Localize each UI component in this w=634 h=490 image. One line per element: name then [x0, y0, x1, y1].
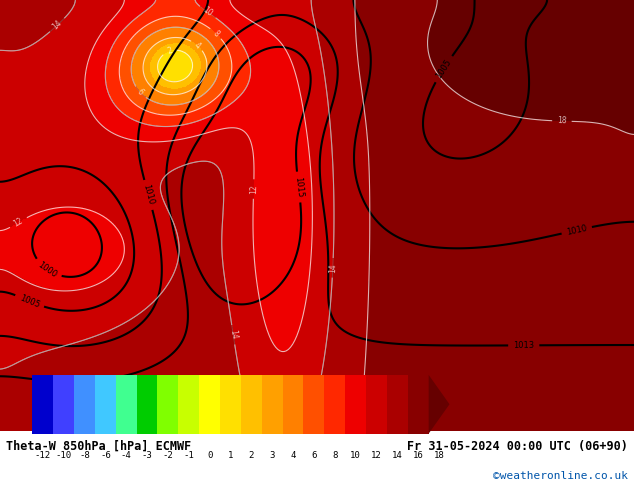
- Text: 8: 8: [332, 451, 337, 460]
- Text: 1015: 1015: [293, 176, 304, 198]
- Polygon shape: [429, 375, 450, 434]
- Text: 1010: 1010: [566, 223, 588, 237]
- Bar: [178, 375, 199, 434]
- Bar: [262, 375, 283, 434]
- Text: 1005: 1005: [434, 58, 453, 80]
- Text: -12: -12: [35, 451, 51, 460]
- Text: -6: -6: [100, 451, 111, 460]
- Bar: [116, 375, 137, 434]
- Bar: [408, 375, 429, 434]
- Text: 2: 2: [165, 46, 173, 56]
- Bar: [157, 375, 178, 434]
- Bar: [220, 375, 241, 434]
- Text: 14: 14: [51, 19, 64, 32]
- Text: 4: 4: [193, 40, 202, 50]
- Bar: [387, 375, 408, 434]
- Polygon shape: [32, 375, 41, 434]
- Text: 6: 6: [311, 451, 316, 460]
- Text: 16: 16: [413, 451, 424, 460]
- Text: 14: 14: [228, 329, 238, 340]
- Bar: [74, 375, 95, 434]
- Bar: [325, 375, 345, 434]
- Text: ©weatheronline.co.uk: ©weatheronline.co.uk: [493, 471, 628, 481]
- Text: 3: 3: [269, 451, 275, 460]
- Text: 10: 10: [201, 6, 214, 19]
- Text: 16: 16: [358, 391, 368, 401]
- Text: -3: -3: [141, 451, 152, 460]
- Text: -1: -1: [183, 451, 194, 460]
- Text: Theta-W 850hPa [hPa] ECMWF: Theta-W 850hPa [hPa] ECMWF: [6, 440, 191, 453]
- Text: 12: 12: [371, 451, 382, 460]
- Text: 18: 18: [557, 117, 567, 126]
- Bar: [345, 375, 366, 434]
- Text: 10: 10: [350, 451, 361, 460]
- Text: 12: 12: [249, 184, 258, 194]
- Polygon shape: [32, 375, 53, 434]
- Text: 2: 2: [249, 451, 254, 460]
- Text: -4: -4: [121, 451, 132, 460]
- Text: 1010: 1010: [141, 184, 155, 206]
- Text: 1000: 1000: [36, 260, 59, 279]
- Bar: [137, 375, 157, 434]
- Text: 1013: 1013: [513, 341, 534, 350]
- Bar: [366, 375, 387, 434]
- Bar: [95, 375, 116, 434]
- Text: 14: 14: [328, 263, 337, 273]
- Text: 8: 8: [211, 28, 221, 38]
- Text: Fr 31-05-2024 00:00 UTC (06+90): Fr 31-05-2024 00:00 UTC (06+90): [407, 440, 628, 453]
- Bar: [53, 375, 74, 434]
- Text: 1005: 1005: [18, 293, 41, 309]
- Text: -2: -2: [162, 451, 173, 460]
- Text: 18: 18: [434, 451, 444, 460]
- Text: 1: 1: [228, 451, 233, 460]
- Bar: [283, 375, 304, 434]
- Bar: [199, 375, 220, 434]
- Text: -10: -10: [56, 451, 72, 460]
- Text: 12: 12: [12, 216, 25, 229]
- Text: 6: 6: [136, 88, 145, 98]
- Bar: [304, 375, 325, 434]
- Text: 14: 14: [392, 451, 403, 460]
- Text: 0: 0: [207, 451, 212, 460]
- Bar: [241, 375, 262, 434]
- Text: -8: -8: [79, 451, 90, 460]
- Text: 4: 4: [290, 451, 295, 460]
